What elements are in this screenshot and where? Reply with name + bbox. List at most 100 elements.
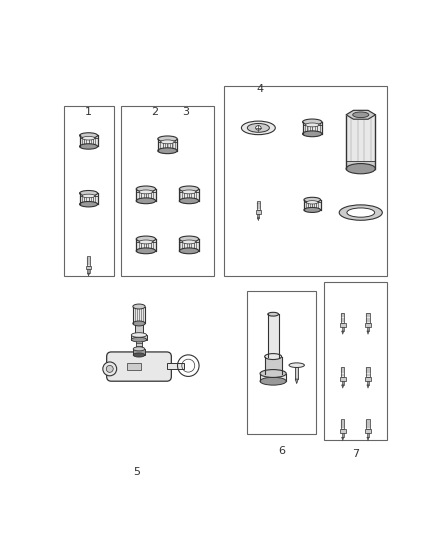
Bar [306,200,307,210]
Ellipse shape [133,347,145,351]
Polygon shape [257,217,259,221]
Bar [88,193,90,204]
Bar [141,189,142,201]
Polygon shape [88,273,90,276]
Bar [189,189,190,201]
Bar [341,367,344,377]
Bar [257,214,259,217]
Ellipse shape [268,312,279,316]
Bar [346,115,375,168]
Bar [88,135,90,147]
Bar [160,139,162,151]
Bar [167,362,184,369]
Bar [366,367,370,377]
Bar [268,314,279,357]
Bar [316,200,318,210]
Bar [179,189,199,201]
Bar [64,106,113,276]
Bar [341,313,344,323]
Ellipse shape [247,124,269,132]
Polygon shape [367,331,369,334]
Bar [341,419,344,429]
Bar [196,189,198,201]
Bar [139,189,140,201]
Text: 6: 6 [278,446,285,456]
Bar [80,193,81,204]
Bar [133,349,145,355]
Bar [84,135,85,147]
Bar [158,139,159,151]
Ellipse shape [133,321,145,326]
Bar [342,327,344,331]
Ellipse shape [80,201,98,207]
Bar [148,189,149,201]
Ellipse shape [260,369,286,377]
Ellipse shape [161,140,174,144]
Bar [365,377,371,381]
Bar [342,381,344,385]
Ellipse shape [158,136,177,142]
Bar [158,139,177,151]
Bar [136,189,155,201]
Ellipse shape [265,353,282,360]
Ellipse shape [131,333,147,337]
Bar [80,193,98,204]
Ellipse shape [268,354,279,359]
Ellipse shape [304,207,321,213]
Bar [179,239,199,251]
Bar [82,135,83,147]
Bar [170,139,171,151]
Ellipse shape [307,200,318,204]
Ellipse shape [136,186,155,192]
Text: 4: 4 [256,84,264,94]
Circle shape [106,366,113,373]
Bar [139,239,140,251]
Ellipse shape [135,334,143,336]
Bar [365,323,371,327]
Bar [260,374,286,381]
Ellipse shape [133,304,145,309]
Bar [86,265,92,269]
Bar [304,200,305,210]
Ellipse shape [80,144,98,149]
Ellipse shape [265,370,282,376]
Polygon shape [346,110,375,119]
Bar [93,135,94,147]
Bar [257,201,260,210]
Bar [189,239,190,251]
Ellipse shape [133,353,145,357]
Bar [182,239,183,251]
Ellipse shape [303,131,322,136]
Bar [340,323,346,327]
Bar [82,193,83,204]
Ellipse shape [303,119,322,125]
Bar [247,291,316,433]
Text: 5: 5 [133,467,140,477]
Bar [324,282,387,440]
Ellipse shape [136,198,155,204]
Bar [310,122,311,134]
Bar [320,122,321,134]
Bar [342,433,344,437]
Ellipse shape [179,236,199,242]
Ellipse shape [346,164,375,174]
Bar [148,239,149,251]
Ellipse shape [179,198,199,204]
Bar [146,239,147,251]
Bar [93,193,94,204]
Bar [80,135,98,147]
Ellipse shape [139,240,153,244]
Bar [91,135,92,147]
Ellipse shape [82,194,95,198]
Ellipse shape [80,190,98,196]
Bar [141,239,142,251]
Bar [312,200,313,210]
Bar [317,122,318,134]
Bar [144,239,145,251]
Ellipse shape [347,208,374,217]
Bar [340,377,346,381]
Bar [191,189,193,201]
Bar [184,189,185,201]
Bar [87,256,90,265]
Bar [224,85,387,276]
